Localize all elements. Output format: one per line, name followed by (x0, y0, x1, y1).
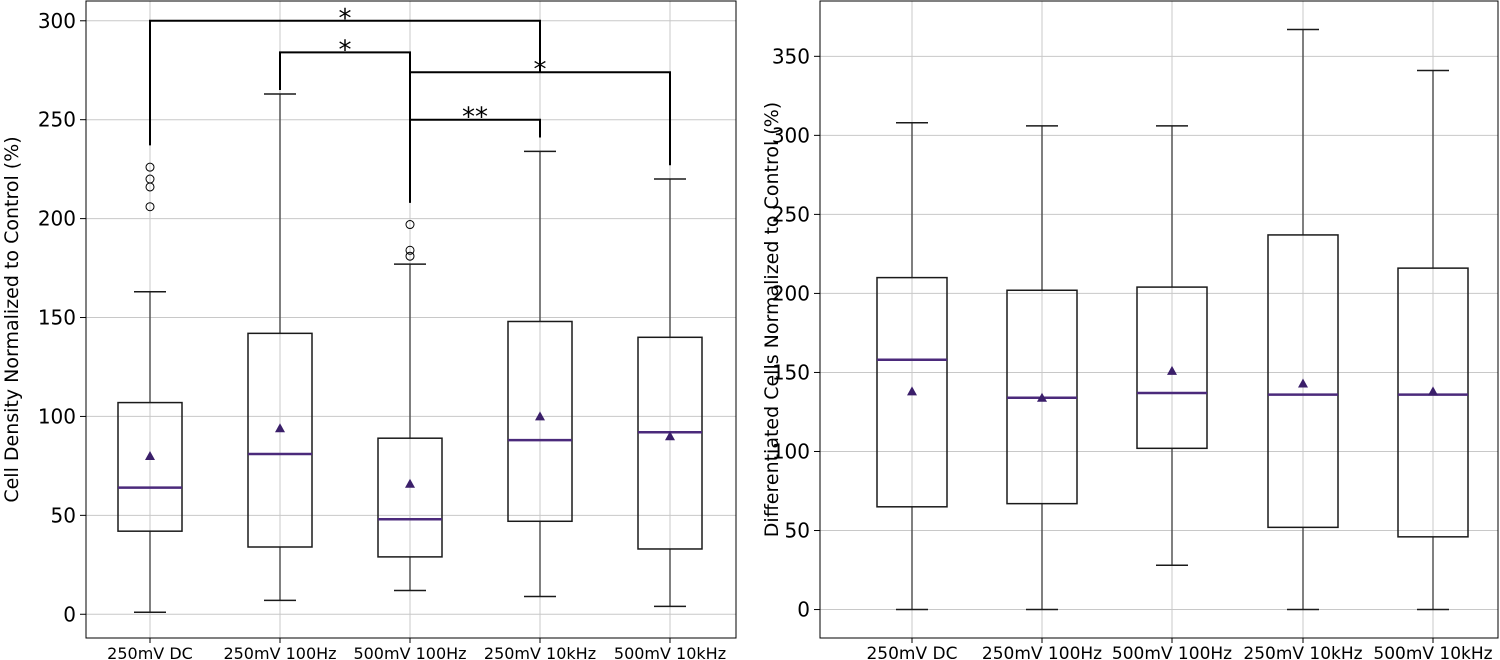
box-4 (507, 150, 573, 598)
axes-frame (819, 0, 1499, 639)
x-tick-label: 250mV 100Hz (223, 644, 336, 660)
box-1 (876, 121, 948, 611)
y-tick-label: 200 (38, 207, 76, 231)
y-tick-label: 300 (772, 123, 810, 147)
box-2 (1006, 125, 1078, 611)
y-tick-label: 250 (38, 108, 76, 132)
significance-label: ** (462, 103, 488, 133)
box-3 (1136, 125, 1208, 567)
box-2 (247, 93, 313, 602)
outlier-point (405, 220, 415, 230)
x-tick-label: 250mV 10kHz (484, 644, 596, 660)
y-tick-label: 150 (772, 360, 810, 384)
x-tick-label: 250mV DC (107, 644, 193, 660)
mean-marker (1167, 365, 1177, 375)
significance-label: * (534, 55, 547, 85)
x-tick-label: 500mV 100Hz (353, 644, 466, 660)
bracket-line (149, 19, 541, 146)
box-5 (1397, 69, 1469, 611)
x-tick-label: 500mV 10kHz (1373, 644, 1492, 660)
mean-marker (275, 423, 285, 433)
box-iqr (637, 336, 703, 550)
axes-frame (85, 0, 737, 639)
box-iqr (1397, 267, 1469, 538)
x-tick-label: 250mV DC (866, 644, 957, 660)
y-axis-label: Cell Density Normalized to Control (%) (1, 136, 23, 502)
mean-marker (1298, 378, 1308, 388)
box-4 (1267, 28, 1339, 611)
y-tick-label: 100 (38, 404, 76, 428)
mean-marker (405, 478, 415, 488)
y-tick-label: 250 (772, 202, 810, 226)
box-iqr (876, 276, 948, 508)
outlier-point (405, 251, 415, 261)
mean-marker (907, 386, 917, 396)
significance-bracket-4: ** (409, 103, 541, 203)
y-tick-label: 150 (38, 306, 76, 330)
outlier-point (405, 245, 415, 255)
mean-marker (1428, 386, 1438, 396)
mean-marker (665, 431, 675, 441)
bracket-line (279, 51, 411, 91)
box-iqr (1267, 234, 1339, 529)
x-tick-label: 500mV 100Hz (1112, 644, 1232, 660)
y-tick-label: 300 (38, 9, 76, 33)
x-tick-label: 500mV 10kHz (614, 644, 726, 660)
chart-panel-2: 0 50 100 150 200 250 300 350 250mV DC 250mV 100Hz… (761, 0, 1499, 660)
significance-label: * (339, 35, 352, 65)
mean-marker (1037, 392, 1047, 402)
box-5 (637, 178, 703, 608)
significance-bracket-2: * (279, 35, 411, 91)
box-iqr (247, 332, 313, 548)
y-tick-label: 350 (772, 44, 810, 68)
x-tick-label: 250mV 100Hz (982, 644, 1102, 660)
box-iqr (117, 401, 183, 532)
y-tick-label: 50 (51, 503, 76, 527)
outlier-point (145, 202, 155, 212)
mean-marker (145, 451, 155, 460)
mean-marker (535, 411, 545, 421)
y-axis-label: Differentiated Cells Normalized to Contr… (761, 102, 783, 537)
significance-bracket-1: * (149, 4, 541, 146)
y-tick-label: 200 (772, 281, 810, 305)
bracket-line (409, 118, 541, 203)
box-3 (377, 220, 443, 592)
box-1 (117, 162, 183, 614)
significance-label: * (339, 4, 352, 34)
box-iqr (377, 437, 443, 558)
box-iqr (507, 320, 573, 523)
x-tick-label: 250mV 10kHz (1243, 644, 1362, 660)
y-tick-label: 0 (797, 598, 810, 622)
y-tick-label: 0 (63, 602, 76, 626)
y-tick-label: 100 (772, 439, 810, 463)
y-tick-label: 50 (785, 519, 810, 543)
outlier-point (145, 174, 155, 184)
chart-panel-1: 0 50 100 150 200 250 300 250mV DC 250mV 100Hz 500… (1, 0, 737, 660)
box-iqr (1136, 286, 1208, 450)
outlier-point (145, 162, 155, 172)
